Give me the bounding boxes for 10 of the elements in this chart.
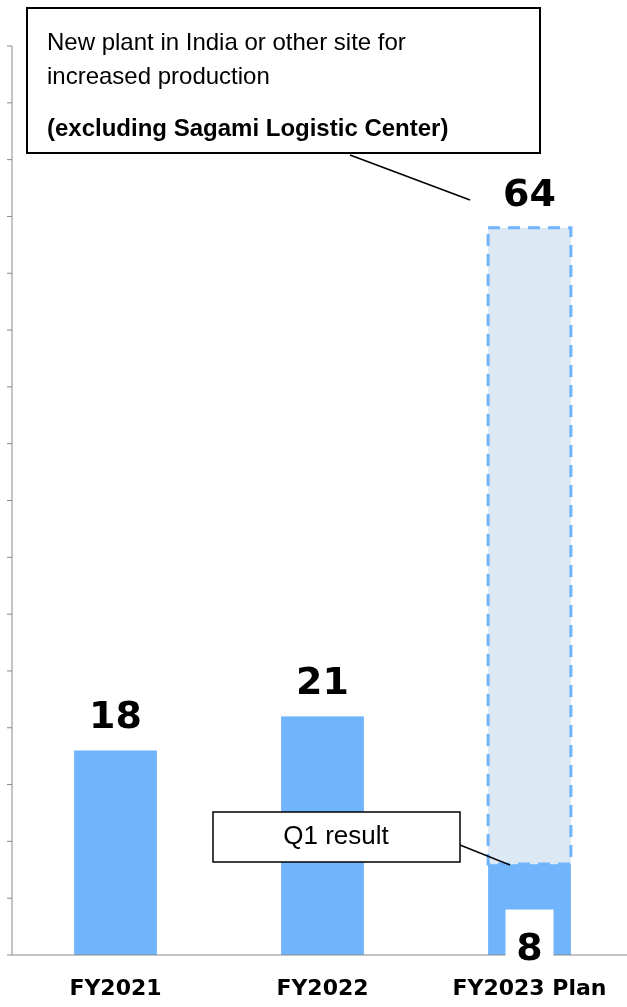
total-label: 64 — [503, 170, 556, 215]
total-label: 21 — [296, 659, 349, 704]
annotation: Q1 result — [283, 819, 390, 850]
data-label: 8 — [516, 925, 543, 970]
annotation: (excluding Sagami Logistic Center) — [47, 114, 449, 141]
total-label: 18 — [89, 693, 142, 738]
annotation: New plant in India or other site for increased production — [47, 28, 406, 89]
x-tick-label: FY2022 — [276, 975, 369, 1000]
x-tick-label: FY2023 Plan — [452, 975, 607, 1000]
x-tick-label: FY2021 — [69, 975, 162, 1000]
